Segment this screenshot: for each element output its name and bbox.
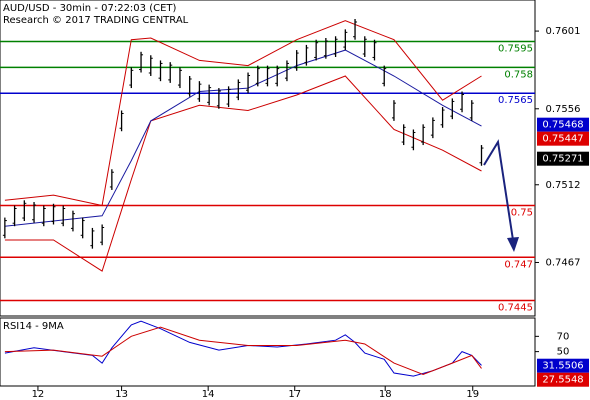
price-tag-label: 0.75447 bbox=[542, 134, 583, 145]
price-tag-label: 0.75468 bbox=[542, 120, 583, 131]
rsi-line bbox=[4, 320, 482, 377]
x-tick-label: 13 bbox=[115, 389, 128, 400]
x-tick-label: 18 bbox=[379, 389, 392, 400]
level-label: 0.747 bbox=[504, 259, 533, 270]
price-tag bbox=[537, 131, 589, 146]
y-tick-label: 70 bbox=[557, 331, 570, 342]
forecast-arrow bbox=[483, 139, 514, 241]
title-bg bbox=[2, 2, 188, 26]
y-tick-label: 50 bbox=[557, 347, 570, 358]
price-tag bbox=[537, 372, 589, 387]
band-line bbox=[4, 75, 482, 272]
price-tag-label: 27.5548 bbox=[542, 375, 583, 386]
chart-title: AUD/USD - 30min - 07:22:03 (CET) bbox=[3, 3, 177, 14]
price-tag bbox=[537, 117, 589, 132]
band-line bbox=[4, 49, 482, 227]
price-tag-label: 31.5506 bbox=[542, 361, 583, 372]
level-label: 0.7445 bbox=[498, 302, 533, 313]
arrow-head bbox=[507, 237, 519, 252]
price-tag bbox=[537, 151, 589, 166]
x-tick-label: 19 bbox=[466, 389, 479, 400]
band-line bbox=[4, 20, 482, 207]
level-label: 0.7595 bbox=[498, 43, 533, 54]
chart-subtitle: Research © 2017 TRADING CENTRAL bbox=[3, 15, 189, 26]
price-tag bbox=[537, 358, 589, 373]
y-tick-label: 0.7467 bbox=[546, 257, 581, 268]
x-tick-label: 12 bbox=[32, 389, 45, 400]
level-label: 0.758 bbox=[504, 69, 533, 80]
level-label: 0.75 bbox=[511, 207, 533, 218]
y-tick-label: 0.7512 bbox=[546, 180, 581, 191]
x-tick-label: 14 bbox=[202, 389, 215, 400]
y-tick-label: 0.7556 bbox=[546, 104, 581, 115]
rsi-line bbox=[4, 326, 482, 376]
price-panel bbox=[0, 0, 536, 317]
x-tick-label: 17 bbox=[288, 389, 301, 400]
level-label: 0.7565 bbox=[498, 95, 533, 106]
rsi-panel bbox=[0, 317, 536, 387]
rsi-title: RSI14 - 9MA bbox=[3, 321, 64, 332]
y-tick-label: 0.7601 bbox=[546, 26, 581, 37]
price-tag-label: 0.75271 bbox=[542, 154, 583, 165]
